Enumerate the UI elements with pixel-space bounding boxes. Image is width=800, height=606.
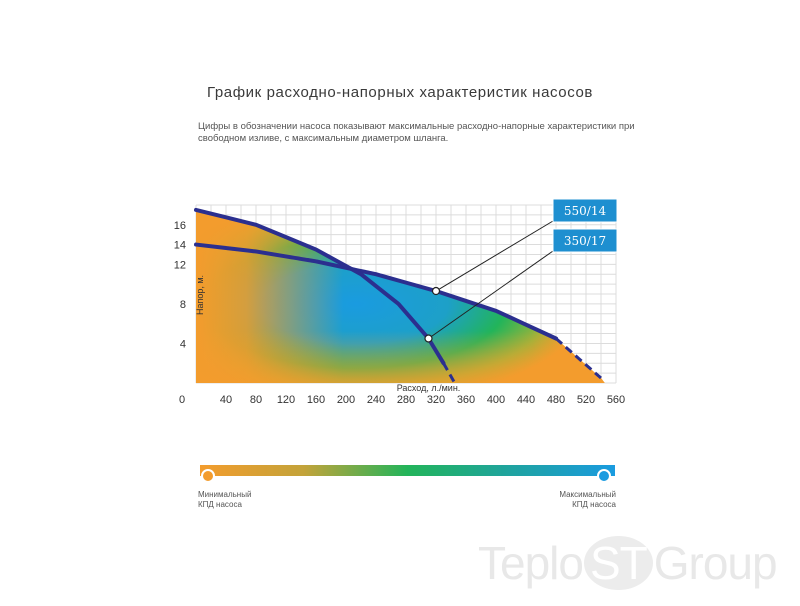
callout-leader-line [428, 250, 554, 339]
x-tick-label: 40 [220, 394, 232, 406]
x-tick-label: 400 [487, 394, 505, 406]
callout-point [424, 334, 433, 343]
x-tick-label: 520 [577, 394, 595, 406]
callout-label: 350/17 [564, 234, 606, 248]
callout-leader-line [435, 220, 554, 292]
y-axis-label: Напор, м. [195, 275, 205, 315]
curve-tail-350-17 [442, 362, 457, 384]
chart-axes: 0 40 80 120 160 200 240 280 320 360 400 440 480 520 56… [174, 220, 625, 406]
chart-title: График расходно-напорных характеристик н… [206, 84, 594, 101]
callout-box [552, 228, 618, 253]
x-tick-label: 240 [367, 394, 385, 406]
callout-point [431, 286, 441, 296]
efficiency-scale [200, 465, 615, 483]
callout-label: 550/14 [564, 204, 607, 218]
x-tick-label: 440 [517, 394, 535, 406]
callout-box [552, 198, 618, 223]
y-tick-label: 4 [180, 338, 186, 350]
chart-callouts: 550/14 350/17 [424, 198, 618, 343]
x-tick-label: 200 [337, 394, 355, 406]
min-efficiency-marker [201, 469, 215, 483]
curve-tail-550-14 [555, 337, 602, 380]
min-efficiency-label: Минимальный КПД насоса [198, 490, 252, 509]
chart-subtitle: Цифры в обозначении насоса показывают ма… [198, 121, 635, 144]
x-tick-label: 280 [397, 394, 415, 406]
y-tick-label: 8 [180, 299, 186, 311]
max-efficiency-marker [597, 469, 611, 483]
y-tick-label: 16 [174, 220, 186, 232]
x-tick-label: 320 [427, 394, 445, 406]
y-tick-label: 14 [174, 240, 186, 252]
x-axis-label: Расход, л./мин. [397, 383, 461, 393]
y-tick-label: 12 [174, 259, 186, 271]
x-tick-label: 160 [307, 394, 325, 406]
x-tick-label: 80 [250, 394, 262, 406]
x-tick-label: 360 [457, 394, 475, 406]
teplostgroup-watermark-logo: Teplo ST Group [478, 536, 778, 590]
x-tick-label: 0 [179, 394, 185, 406]
efficiency-scale-bar [200, 465, 615, 476]
x-tick-label: 560 [607, 394, 625, 406]
curve-550-14 [194, 242, 558, 341]
x-tick-label: 120 [277, 394, 295, 406]
max-efficiency-label: Максимальный КПД насоса [559, 490, 616, 509]
x-tick-label: 480 [547, 394, 565, 406]
